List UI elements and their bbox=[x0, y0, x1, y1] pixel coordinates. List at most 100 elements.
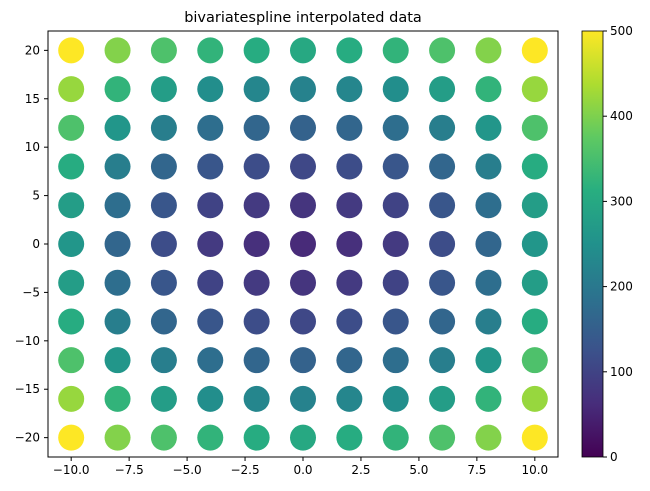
scatter-point bbox=[150, 153, 177, 180]
scatter-point bbox=[197, 37, 224, 64]
colorbar-tick-label: 300 bbox=[610, 194, 633, 208]
scatter-point bbox=[150, 347, 177, 374]
scatter-point bbox=[429, 308, 456, 335]
scatter-point bbox=[58, 231, 85, 257]
scatter-point bbox=[150, 192, 177, 219]
scatter-point bbox=[197, 153, 224, 180]
scatter-point bbox=[429, 269, 456, 296]
scatter-point bbox=[521, 269, 548, 296]
scatter-point bbox=[58, 76, 85, 103]
scatter-point bbox=[243, 37, 270, 64]
scatter-point bbox=[382, 114, 409, 141]
scatter-point bbox=[197, 347, 224, 374]
scatter-point bbox=[382, 308, 409, 335]
scatter-point bbox=[290, 114, 316, 141]
scatter-point bbox=[243, 308, 270, 335]
y-axis: −20 −15 −10 −5 0 5 10 15 20 bbox=[15, 43, 48, 445]
scatter-point bbox=[521, 308, 548, 335]
scatter-point bbox=[475, 76, 502, 103]
scatter-point bbox=[290, 153, 316, 180]
scatter-point bbox=[243, 269, 270, 296]
scatter-point bbox=[429, 153, 456, 180]
x-tick-label: 7.5 bbox=[467, 463, 486, 477]
scatter-point bbox=[150, 385, 177, 412]
scatter-point bbox=[521, 37, 548, 64]
scatter-point bbox=[243, 424, 270, 451]
scatter-point bbox=[290, 231, 316, 257]
x-axis: −10.0 −7.5 −5.0 −2.5 0.0 2.5 5.0 7.5 10.0 bbox=[53, 457, 548, 477]
scatter-point bbox=[243, 347, 270, 374]
scatter-point bbox=[104, 308, 131, 335]
scatter-point bbox=[104, 37, 131, 64]
scatter-point bbox=[382, 76, 409, 103]
scatter-point bbox=[58, 424, 85, 451]
scatter-point bbox=[243, 76, 270, 103]
scatter-point bbox=[197, 385, 224, 412]
scatter-point bbox=[58, 308, 85, 335]
scatter-point bbox=[382, 347, 409, 374]
scatter-point bbox=[197, 76, 224, 103]
scatter-point bbox=[429, 231, 456, 257]
scatter-point bbox=[104, 269, 131, 296]
scatter-point bbox=[290, 308, 316, 335]
y-tick-label: 5 bbox=[32, 189, 40, 203]
scatter-point bbox=[336, 192, 363, 219]
scatter-point bbox=[475, 192, 502, 219]
scatter-point bbox=[104, 424, 131, 451]
x-tick-label: 5.0 bbox=[409, 463, 428, 477]
colorbar bbox=[581, 30, 604, 458]
y-tick-label: 20 bbox=[25, 43, 40, 57]
scatter-point bbox=[150, 37, 177, 64]
scatter-point bbox=[475, 37, 502, 64]
scatter-point bbox=[197, 269, 224, 296]
y-tick-label: 10 bbox=[25, 140, 40, 154]
scatter-point bbox=[150, 114, 177, 141]
x-tick-label: 10.0 bbox=[521, 463, 548, 477]
scatter-point bbox=[382, 269, 409, 296]
x-tick-label: −5.0 bbox=[173, 463, 202, 477]
x-tick-label: −7.5 bbox=[115, 463, 144, 477]
y-tick-label: −15 bbox=[15, 382, 40, 396]
scatter-point bbox=[429, 424, 456, 451]
x-tick-label: −2.5 bbox=[230, 463, 259, 477]
scatter-point bbox=[336, 269, 363, 296]
scatter-point bbox=[290, 347, 316, 374]
scatter-point bbox=[336, 231, 363, 257]
scatter-point bbox=[475, 114, 502, 141]
scatter-point bbox=[336, 424, 363, 451]
x-tick-label: −10.0 bbox=[53, 463, 90, 477]
scatter-point bbox=[475, 269, 502, 296]
y-tick-label: 15 bbox=[25, 92, 40, 106]
scatter-point bbox=[290, 385, 316, 412]
scatter-point bbox=[475, 308, 502, 335]
y-tick-label: 0 bbox=[32, 237, 40, 251]
scatter-point bbox=[429, 347, 456, 374]
colorbar-tick-label: 500 bbox=[610, 24, 633, 38]
scatter-point bbox=[58, 385, 85, 412]
scatter-point bbox=[382, 385, 409, 412]
scatter-point bbox=[104, 114, 131, 141]
scatter-point bbox=[382, 424, 409, 451]
scatter-point bbox=[197, 114, 224, 141]
scatter-point bbox=[104, 385, 131, 412]
colorbar-axis: 0 100 200 300 400 500 bbox=[603, 24, 633, 464]
scatter-point bbox=[475, 231, 502, 257]
scatter-point bbox=[104, 347, 131, 374]
scatter-point bbox=[475, 385, 502, 412]
scatter-point bbox=[521, 385, 548, 412]
scatter-point bbox=[521, 153, 548, 180]
colorbar-tick-label: 400 bbox=[610, 109, 633, 123]
y-tick-label: −5 bbox=[22, 285, 40, 299]
scatter-point bbox=[475, 347, 502, 374]
scatter-point bbox=[197, 424, 224, 451]
x-tick-label: 0.0 bbox=[293, 463, 312, 477]
scatter-point bbox=[243, 153, 270, 180]
scatter-point bbox=[150, 231, 177, 257]
scatter-point bbox=[243, 385, 270, 412]
scatter-point bbox=[336, 114, 363, 141]
scatter-point bbox=[58, 192, 85, 219]
scatter-point bbox=[521, 424, 548, 451]
scatter-point bbox=[336, 76, 363, 103]
scatter-point bbox=[429, 76, 456, 103]
